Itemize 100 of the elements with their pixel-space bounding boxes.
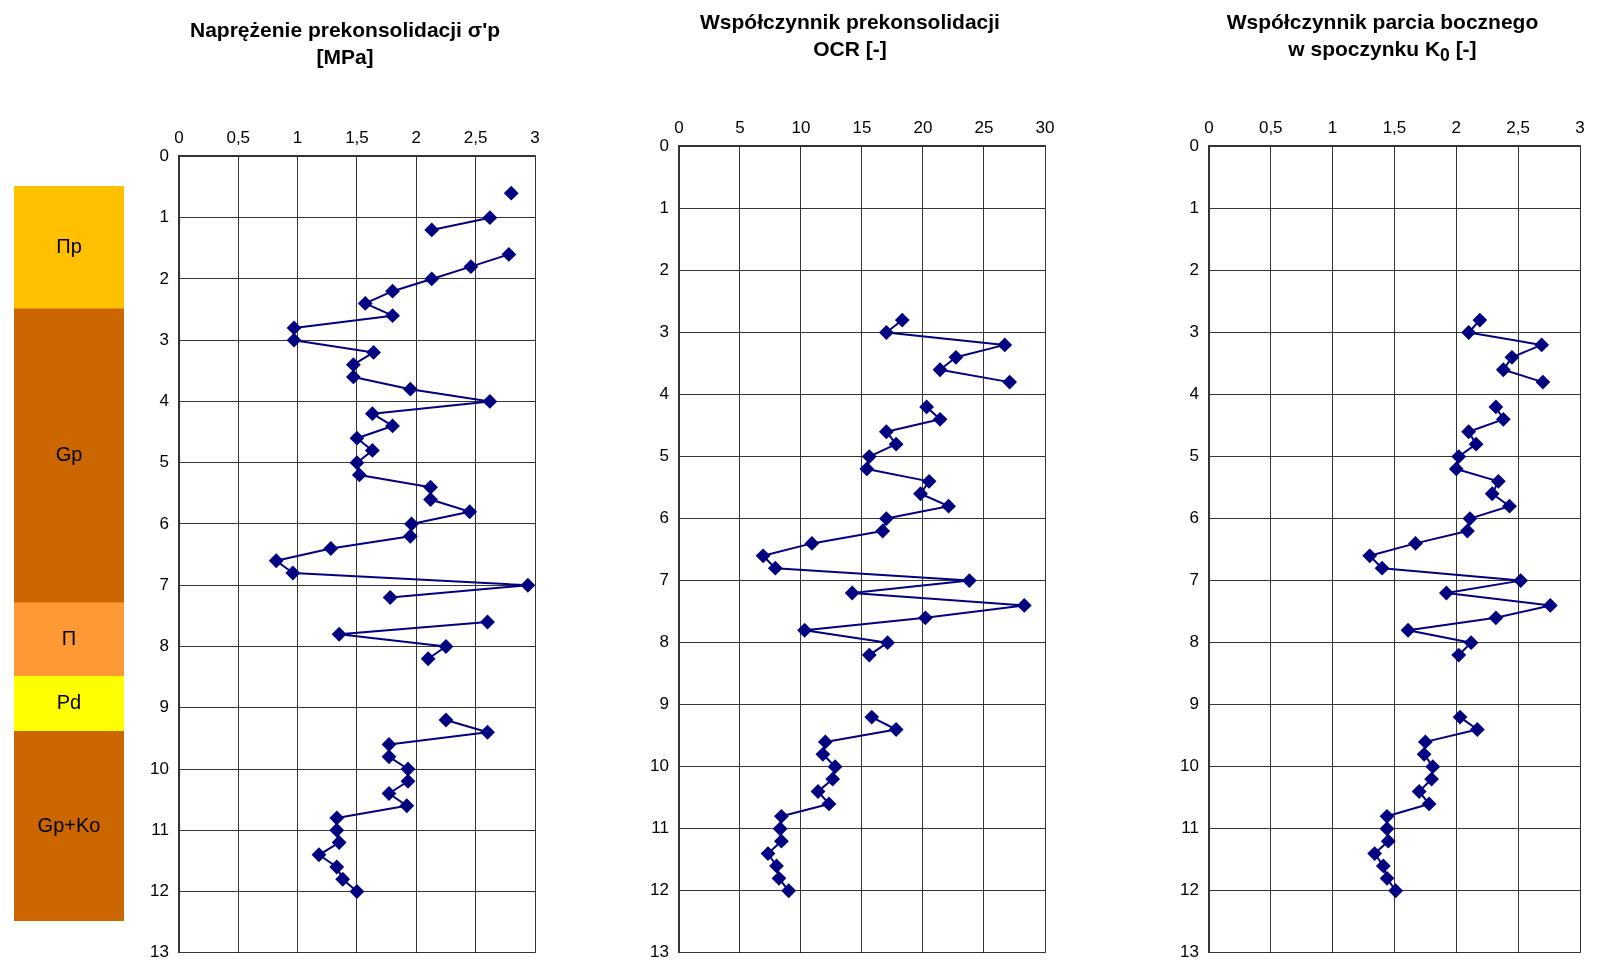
point — [781, 883, 796, 898]
point — [1412, 784, 1427, 799]
y-tick-label: 8 — [159, 636, 169, 656]
point — [1496, 362, 1511, 377]
point — [768, 561, 783, 576]
point — [875, 523, 890, 538]
y-tick-label: 2 — [1189, 260, 1199, 280]
point — [1535, 375, 1550, 390]
point — [1462, 511, 1477, 526]
point — [1408, 536, 1423, 551]
point — [773, 821, 788, 836]
point — [463, 259, 478, 274]
point — [349, 455, 364, 470]
point — [862, 648, 877, 663]
point — [385, 284, 400, 299]
point — [438, 713, 453, 728]
point — [335, 872, 350, 887]
point — [811, 784, 826, 799]
point — [1485, 486, 1500, 501]
y-tick-label: 2 — [659, 260, 669, 280]
point — [1375, 561, 1390, 576]
x-tick-label: 0 — [174, 127, 184, 147]
x-tick-label: 25 — [974, 117, 994, 137]
y-tick-label: 3 — [1189, 322, 1199, 342]
point — [482, 210, 497, 225]
point — [400, 774, 415, 789]
point — [997, 337, 1012, 352]
point — [329, 823, 344, 838]
point — [1461, 424, 1476, 439]
chart-title: Naprężenie prekonsolidacji σ'p [MPa] — [189, 17, 501, 71]
point — [504, 186, 519, 201]
point — [424, 222, 439, 237]
point — [365, 406, 380, 421]
point — [828, 759, 843, 774]
y-tick-label: 12 — [649, 880, 669, 900]
y-tick-label: 12 — [149, 881, 169, 901]
y-tick-label: 10 — [149, 758, 169, 778]
point — [962, 573, 977, 588]
x-tick-label: 0 — [1204, 117, 1214, 137]
x-tick-label: 30 — [1035, 117, 1055, 137]
point — [1422, 796, 1437, 811]
point — [462, 504, 477, 519]
point — [756, 548, 771, 563]
y-tick-label: 6 — [1189, 508, 1199, 528]
point — [1449, 461, 1464, 476]
point — [323, 541, 338, 556]
point — [862, 449, 877, 464]
y-tick-label: 13 — [1179, 942, 1199, 962]
point — [423, 492, 438, 507]
point — [349, 431, 364, 446]
x-tick-label: 2,5 — [463, 127, 488, 147]
point — [1504, 350, 1519, 365]
x-tick-label: 1 — [292, 127, 303, 147]
point — [1488, 399, 1503, 414]
point — [1425, 759, 1440, 774]
point — [423, 480, 438, 495]
point — [922, 474, 937, 489]
point — [365, 443, 380, 458]
chart-title: Współczynnik parcia bocznego w spoczynku K$_{0}$ [-] — [1225, 9, 1540, 68]
point — [1472, 313, 1487, 328]
point — [845, 586, 860, 601]
point — [520, 578, 535, 593]
point — [918, 610, 933, 625]
chart-title: Współczynnik prekonsolidacji OCR [-] — [699, 9, 1001, 63]
point — [804, 536, 819, 551]
point — [1381, 834, 1396, 849]
point — [1017, 598, 1032, 613]
y-tick-label: 9 — [1189, 694, 1199, 714]
point — [1388, 883, 1403, 898]
y-tick-label: 0 — [159, 146, 169, 166]
y-tick-label: 1 — [659, 198, 669, 218]
point — [1496, 412, 1511, 427]
point — [1418, 734, 1433, 749]
point — [329, 860, 344, 875]
point — [774, 809, 789, 824]
point — [329, 811, 344, 826]
point — [346, 369, 361, 384]
point — [287, 333, 302, 348]
x-tick-label: 0 — [674, 117, 684, 137]
y-tick-label: 5 — [159, 452, 169, 472]
point — [1401, 623, 1416, 638]
y-tick-label: 10 — [649, 756, 669, 776]
point — [1380, 871, 1395, 886]
y-tick-label: 3 — [659, 322, 669, 342]
x-tick-label: 3 — [1575, 117, 1585, 137]
point — [880, 635, 895, 650]
point — [1534, 337, 1549, 352]
y-tick-label: 4 — [159, 391, 169, 411]
point — [480, 725, 495, 740]
point — [913, 486, 928, 501]
point — [769, 858, 784, 873]
bar — [14, 602, 124, 677]
point — [1453, 710, 1468, 725]
point — [285, 565, 300, 580]
bar — [14, 308, 124, 604]
point — [287, 320, 302, 335]
y-tick-label: 12 — [1179, 880, 1199, 900]
y-tick-label: 13 — [649, 942, 669, 962]
point — [1513, 573, 1528, 588]
point — [1367, 846, 1382, 861]
